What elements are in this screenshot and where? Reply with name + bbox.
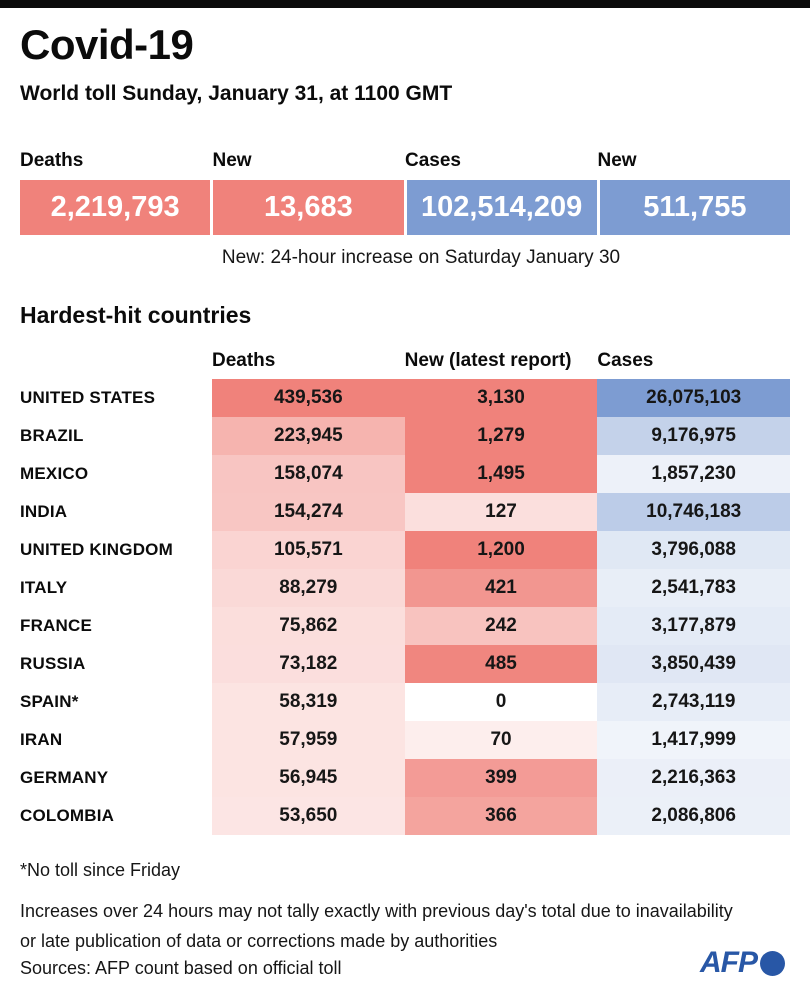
summary-labels: Deaths New Cases New — [20, 150, 790, 172]
table-row: COLOMBIA 53,650 366 2,086,806 — [20, 797, 791, 835]
new-cell: 485 — [404, 645, 598, 683]
deaths-cell: 88,279 — [212, 569, 405, 607]
deaths-cell: 439,536 — [212, 379, 405, 417]
cases-cell: 2,086,806 — [597, 797, 791, 835]
note-line-1: Increases over 24 hours may not tally ex… — [20, 901, 733, 921]
column-header-new: New (latest report) — [404, 350, 572, 371]
table-row: FRANCE 75,862 242 3,177,879 — [20, 607, 791, 645]
deaths-cell: 154,274 — [212, 493, 405, 531]
new-cell: 399 — [404, 759, 598, 797]
deaths-cell: 56,945 — [212, 759, 405, 797]
country-label: UNITED STATES — [20, 388, 156, 407]
table-row: IRAN 57,959 70 1,417,999 — [20, 721, 791, 759]
new-cell: 421 — [404, 569, 598, 607]
sources-line: Sources: AFP count based on official tol… — [20, 958, 342, 978]
country-label: ITALY — [20, 578, 68, 597]
country-label: SPAIN* — [20, 692, 79, 711]
summary-label-cases: Cases — [405, 150, 461, 171]
deaths-cell: 223,945 — [212, 417, 405, 455]
afp-logo: AFP — [700, 948, 785, 978]
cases-cell: 3,850,439 — [597, 645, 791, 683]
cases-cell: 1,417,999 — [597, 721, 791, 759]
new-cell: 3,130 — [404, 379, 598, 417]
country-label: MEXICO — [20, 464, 89, 483]
summary-note: New: 24-hour increase on Saturday Januar… — [221, 247, 621, 268]
country-label: COLOMBIA — [20, 806, 115, 825]
table-row: ITALY 88,279 421 2,541,783 — [20, 569, 791, 607]
country-label: IRAN — [20, 730, 63, 749]
summary-box-new-deaths: 13,683 — [213, 180, 404, 235]
summary-label-deaths: Deaths — [20, 150, 84, 171]
cases-cell: 2,216,363 — [597, 759, 791, 797]
table-header-spacer — [20, 350, 212, 372]
new-cell: 366 — [404, 797, 598, 835]
summary-label-new-cases: New — [597, 150, 637, 171]
afp-logo-text: AFP — [700, 946, 758, 979]
summary-box-deaths: 2,219,793 — [20, 180, 211, 235]
afp-globe-icon — [760, 950, 785, 976]
deaths-cell: 105,571 — [212, 531, 405, 569]
table-row: UNITED STATES 439,536 3,130 26,075,103 — [20, 379, 791, 417]
deaths-cell: 53,650 — [212, 797, 405, 835]
cases-cell: 1,857,230 — [597, 455, 791, 493]
cases-cell: 2,743,119 — [597, 683, 791, 721]
cases-cell: 26,075,103 — [597, 379, 791, 417]
deaths-cell: 58,319 — [212, 683, 405, 721]
new-cell: 70 — [404, 721, 598, 759]
table-row: MEXICO 158,074 1,495 1,857,230 — [20, 455, 791, 493]
footnote: *No toll since Friday — [20, 860, 181, 880]
table-row: GERMANY 56,945 399 2,216,363 — [20, 759, 791, 797]
column-header-cases: Cases — [597, 350, 654, 371]
table-row: RUSSIA 73,182 485 3,850,439 — [20, 645, 791, 683]
table-row: INDIA 154,274 127 10,746,183 — [20, 493, 791, 531]
country-label: FRANCE — [20, 616, 93, 635]
summary-box-cases: 102,514,209 — [406, 180, 597, 235]
cases-cell: 10,746,183 — [597, 493, 791, 531]
cases-cell: 3,796,088 — [597, 531, 791, 569]
deaths-cell: 57,959 — [212, 721, 405, 759]
cases-cell: 2,541,783 — [597, 569, 791, 607]
new-cell: 242 — [404, 607, 598, 645]
table-row: BRAZIL 223,945 1,279 9,176,975 — [20, 417, 791, 455]
table-row: UNITED KINGDOM 105,571 1,200 3,796,088 — [20, 531, 791, 569]
summary-box-new-cases: 511,755 — [599, 180, 790, 235]
country-label: BRAZIL — [20, 426, 84, 445]
cases-cell: 9,176,975 — [597, 417, 791, 455]
new-cell: 1,200 — [404, 531, 598, 569]
country-label: UNITED KINGDOM — [20, 540, 173, 559]
country-label: GERMANY — [20, 768, 109, 787]
column-header-deaths: Deaths — [212, 350, 276, 371]
new-cell: 1,495 — [404, 455, 598, 493]
country-table: UNITED STATES 439,536 3,130 26,075,103 BRAZI… — [20, 379, 791, 835]
new-cell: 127 — [404, 493, 598, 531]
deaths-cell: 75,862 — [212, 607, 405, 645]
summary-boxes: 2,219,793 13,683 102,514,209 511,755 — [20, 180, 790, 235]
new-cell: 1,279 — [404, 417, 598, 455]
cases-cell: 3,177,879 — [597, 607, 791, 645]
table-header: Deaths New (latest report) Cases — [20, 350, 790, 372]
deaths-cell: 73,182 — [212, 645, 405, 683]
deaths-cell: 158,074 — [212, 455, 405, 493]
note-line-2: or late publication of data or correctio… — [20, 931, 498, 951]
section-heading: Hardest-hit countries — [20, 302, 252, 328]
page-subtitle: World toll Sunday, January 31, at 1100 G… — [20, 82, 453, 105]
new-cell: 0 — [404, 683, 598, 721]
table-row: SPAIN* 58,319 0 2,743,119 — [20, 683, 791, 721]
country-label: INDIA — [20, 502, 68, 521]
page-title: Covid-19 — [20, 21, 194, 68]
top-bar — [0, 0, 810, 8]
summary-label-new-deaths: New — [212, 150, 252, 171]
country-label: RUSSIA — [20, 654, 86, 673]
